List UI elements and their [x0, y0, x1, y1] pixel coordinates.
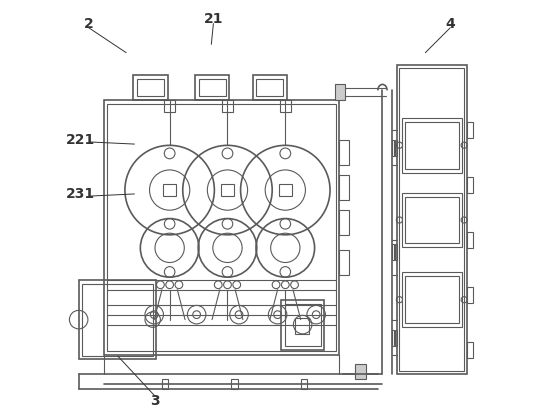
Bar — [335, 84, 344, 100]
Bar — [405, 196, 459, 244]
Text: 21: 21 — [204, 13, 223, 26]
Bar — [339, 140, 349, 165]
Bar — [279, 184, 292, 196]
Bar — [467, 287, 473, 303]
Bar — [399, 68, 464, 372]
Bar — [253, 75, 287, 100]
Bar — [198, 79, 225, 96]
Bar — [222, 100, 233, 112]
Bar — [395, 244, 397, 260]
Bar — [339, 250, 349, 275]
Text: 231: 231 — [66, 187, 95, 201]
Bar — [355, 364, 367, 379]
Bar — [221, 184, 234, 196]
Bar — [397, 65, 467, 374]
Bar — [395, 329, 397, 346]
Bar — [285, 304, 321, 346]
Bar — [295, 318, 309, 334]
Bar — [339, 210, 349, 235]
Bar — [281, 300, 324, 349]
Bar — [163, 184, 176, 196]
Bar — [280, 100, 291, 112]
Bar — [467, 177, 473, 193]
Bar — [395, 140, 397, 156]
Bar — [137, 79, 164, 96]
Bar — [402, 272, 462, 327]
Bar — [392, 244, 393, 260]
Bar — [195, 75, 230, 100]
Bar — [79, 280, 156, 359]
Bar — [339, 175, 349, 200]
Bar — [133, 75, 168, 100]
Bar — [392, 140, 393, 156]
Bar — [467, 342, 473, 357]
Bar — [405, 122, 459, 168]
Bar — [82, 284, 153, 356]
Bar — [467, 122, 473, 138]
Bar — [301, 379, 307, 389]
Bar — [392, 329, 393, 346]
Bar — [467, 232, 473, 248]
Bar — [402, 193, 462, 247]
Text: 4: 4 — [445, 17, 455, 30]
Bar — [162, 379, 168, 389]
Bar — [257, 79, 284, 96]
Bar — [107, 104, 336, 351]
Text: 221: 221 — [66, 133, 95, 147]
Bar — [402, 118, 462, 173]
Bar — [104, 100, 339, 354]
Bar — [164, 100, 175, 112]
Bar — [405, 276, 459, 323]
Text: 2: 2 — [84, 17, 94, 30]
Bar — [231, 379, 238, 389]
Text: 3: 3 — [150, 394, 160, 407]
